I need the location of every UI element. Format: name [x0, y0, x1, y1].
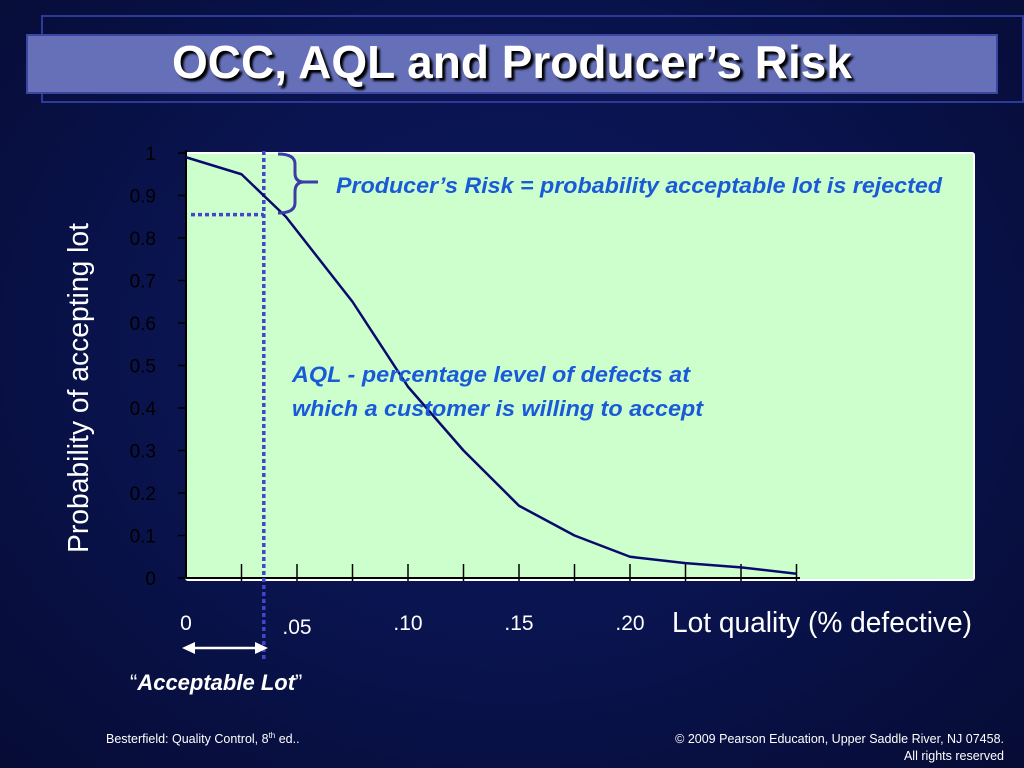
x-tick-label: .15 — [504, 612, 533, 635]
oc-curve-line — [185, 156, 797, 575]
y-tick-label: 0.8 — [130, 229, 156, 250]
title-bar — [26, 34, 998, 94]
x-axis-ticks: 0 .05 .10 .15 .20 — [180, 564, 798, 639]
footer-source: Besterfield: Quality Control, 8th ed.. — [106, 731, 300, 746]
x-tick-label: .10 — [393, 612, 422, 635]
producers-risk-bracket — [277, 152, 318, 215]
y-tick-label: 0.7 — [130, 272, 156, 293]
y-tick-label: 0.6 — [130, 314, 156, 335]
y-tick-label: 0 — [145, 569, 156, 590]
footer-source-suffix: ed.. — [275, 732, 300, 747]
aql-annotation-line2: which a customer is willing to accept — [292, 396, 705, 421]
footer-source-text: Besterfield: Quality Control, 8 — [106, 732, 269, 747]
acceptable-lot-label: “Acceptable Lot” — [130, 670, 302, 695]
y-tick-label: 0.5 — [130, 357, 156, 378]
slide-title: OCC, AQL and Producer’s Risk — [172, 36, 852, 88]
footer-source-superscript: th — [268, 731, 276, 740]
producers-risk-annotation: Producer’s Risk = probability acceptable… — [336, 173, 943, 198]
acceptable-lot-text: Acceptable Lot — [136, 670, 296, 695]
footer-copyright: © 2009 Pearson Education, Upper Saddle R… — [584, 731, 1004, 765]
x-tick-label: .20 — [615, 612, 644, 635]
y-tick-label: 0.3 — [130, 442, 156, 463]
x-axis-label: Lot quality (% defective) — [672, 607, 972, 639]
acceptable-lot-arrow — [182, 642, 268, 654]
producers-risk-term: Producer’s Risk — [336, 173, 515, 198]
y-axis-ticks: 0 0.1 0.2 0.3 0.4 0.5 0.6 0.7 0.8 0.9 1 — [130, 144, 186, 590]
y-tick-label: 0.2 — [130, 484, 156, 505]
x-tick-label: .05 — [282, 616, 311, 639]
footer-copyright-line: © 2009 Pearson Education, Upper Saddle R… — [675, 732, 1004, 746]
acceptable-lot-close-quote: ” — [295, 670, 302, 695]
producers-risk-definition: = probability acceptable lot is rejected — [514, 173, 943, 198]
acceptable-lot-open-quote: “ — [130, 670, 137, 695]
y-tick-label: 0.1 — [130, 527, 156, 548]
footer-rights-line: All rights reserved — [903, 749, 1004, 763]
y-tick-label: 0.9 — [130, 187, 156, 208]
aql-guides — [191, 151, 266, 662]
y-tick-label: 1 — [145, 144, 156, 165]
y-axis-label: Probability of accepting lot — [63, 223, 95, 553]
y-tick-label: 0.4 — [130, 399, 157, 420]
aql-annotation-line1: AQL - percentage level of defects at — [291, 362, 692, 387]
x-tick-label: 0 — [180, 612, 192, 635]
oc-curve — [185, 156, 797, 575]
